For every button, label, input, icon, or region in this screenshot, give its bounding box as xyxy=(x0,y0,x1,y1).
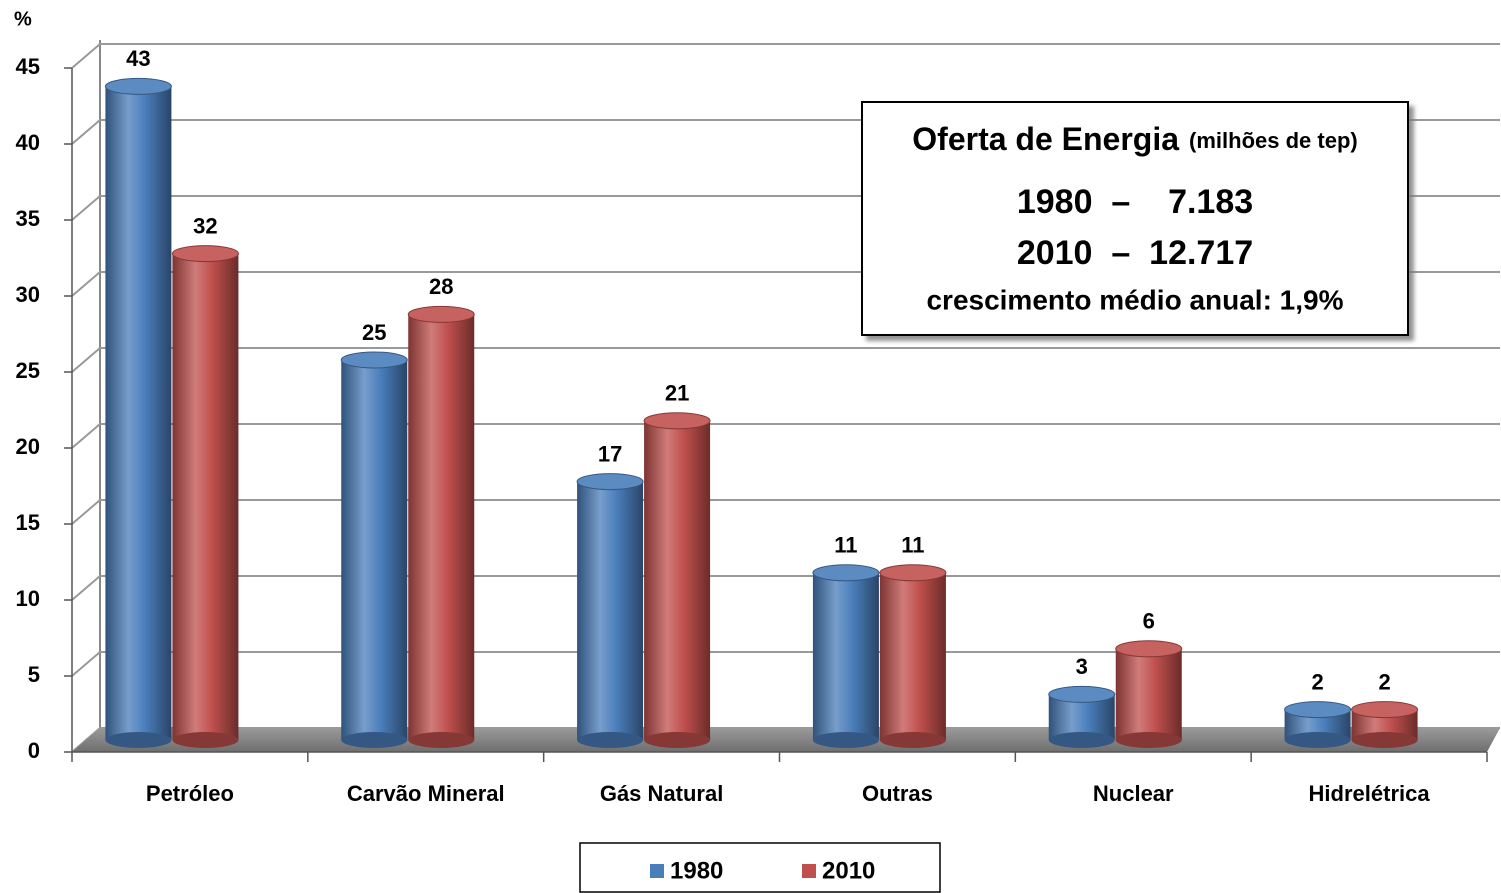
bar xyxy=(408,314,475,740)
legend: 1980 2010 xyxy=(579,842,941,893)
grid-line-side xyxy=(71,499,101,525)
bar xyxy=(105,86,172,740)
bar xyxy=(879,572,946,740)
bar-top-cap xyxy=(340,351,408,369)
bar-group xyxy=(1115,640,1183,748)
y-tick-label: 5 xyxy=(28,662,40,687)
bar-bottom-cap xyxy=(105,732,172,748)
x-tick-label: Hidrelétrica xyxy=(1309,781,1431,806)
bar-bottom-cap xyxy=(172,732,239,748)
grid-line-side xyxy=(71,347,101,373)
bar-top-cap xyxy=(643,412,711,430)
bar-group xyxy=(812,564,880,748)
bar-top-cap xyxy=(1351,701,1419,719)
bar-group xyxy=(1284,701,1352,748)
bar-bottom-cap xyxy=(1115,732,1182,748)
data-label: 43 xyxy=(126,46,150,71)
bar-top-cap xyxy=(576,473,644,491)
bar-top-cap xyxy=(1115,640,1183,658)
bar-group xyxy=(407,305,475,748)
x-tick-label: Carvão Mineral xyxy=(347,781,505,806)
bar-group xyxy=(104,77,172,748)
grid-line-side xyxy=(71,119,101,145)
y-tick-label: 0 xyxy=(28,738,40,763)
grid-line-side xyxy=(71,575,101,601)
annotation: Oferta de Energia (milhões de tep) 1980 – … xyxy=(861,101,1409,336)
bar-top-cap xyxy=(879,564,947,582)
bar xyxy=(172,253,239,740)
bar-group xyxy=(1048,685,1116,748)
y-tick-label: 45 xyxy=(16,54,40,79)
grid-line-side xyxy=(71,43,101,69)
bar-group xyxy=(643,412,711,748)
bar-bottom-cap xyxy=(879,732,946,748)
x-tick-label: Petróleo xyxy=(146,781,234,806)
bar-top-cap xyxy=(1284,701,1352,719)
annotation-subtitle: (milhões de tep) xyxy=(1189,128,1358,153)
annotation-line: crescimento médio anual: 1,9% xyxy=(926,284,1343,315)
grid-line-side xyxy=(71,651,101,677)
legend-swatch xyxy=(802,864,816,878)
grid-line-side xyxy=(71,195,101,221)
bar-group xyxy=(171,245,239,748)
data-label: 11 xyxy=(834,533,857,558)
legend-swatch xyxy=(650,864,664,878)
bar-group xyxy=(340,351,408,748)
data-label: 2 xyxy=(1311,669,1323,694)
y-tick-label: 30 xyxy=(16,282,40,307)
data-label: 3 xyxy=(1076,654,1088,679)
x-tick-label: Outras xyxy=(862,781,933,806)
x-tick-label: Nuclear xyxy=(1093,781,1174,806)
y-tick-label: 15 xyxy=(16,510,40,535)
bar-group xyxy=(879,564,947,748)
annotation-title: Oferta de Energia (milhões de tep) xyxy=(912,121,1357,157)
y-tick-label: 25 xyxy=(16,358,40,383)
bar-top-cap xyxy=(407,305,475,323)
y-tick-label: 40 xyxy=(16,130,40,155)
data-label: 28 xyxy=(429,274,453,299)
bar-top-cap xyxy=(171,245,239,263)
bar-bottom-cap xyxy=(812,732,879,748)
y-tick-label: 20 xyxy=(16,434,40,459)
bar-top-cap xyxy=(104,77,172,95)
data-label: 25 xyxy=(362,320,386,345)
bar-bottom-cap xyxy=(1048,732,1115,748)
legend-label: 1980 xyxy=(670,857,723,884)
data-label: 6 xyxy=(1143,609,1155,634)
bar xyxy=(341,360,408,740)
bar-bottom-cap xyxy=(408,732,475,748)
data-label: 11 xyxy=(901,533,924,558)
bar-bottom-cap xyxy=(341,732,408,748)
x-tick-label: Gás Natural xyxy=(600,781,724,806)
annotation-line: 2010 – 12.717 xyxy=(1017,234,1253,272)
y-axis-label: % xyxy=(14,8,32,30)
legend-label: 2010 xyxy=(822,857,875,884)
y-tick-label: 35 xyxy=(16,206,40,231)
bar xyxy=(812,572,879,740)
data-label: 32 xyxy=(193,213,217,238)
bar-bottom-cap xyxy=(1351,732,1418,748)
bar xyxy=(1115,648,1182,740)
y-tick-label: 10 xyxy=(16,586,40,611)
bar xyxy=(644,420,711,740)
data-label: 2 xyxy=(1378,669,1390,694)
bar-top-cap xyxy=(812,564,880,582)
annotation-line: 1980 – 7.183 xyxy=(1017,183,1253,221)
bar-bottom-cap xyxy=(644,732,711,748)
bar-group xyxy=(1351,701,1419,748)
grid-line-side xyxy=(71,423,101,449)
bar xyxy=(577,481,644,740)
annotation-title-main: Oferta de Energia xyxy=(912,121,1179,157)
bar-bottom-cap xyxy=(1284,732,1351,748)
grid-line-side xyxy=(71,271,101,297)
annotation-box xyxy=(861,101,1409,336)
data-label: 21 xyxy=(665,381,689,406)
bar-group xyxy=(576,473,644,748)
data-label: 17 xyxy=(598,441,622,466)
bar-bottom-cap xyxy=(577,732,644,748)
bar-top-cap xyxy=(1048,685,1116,703)
legend-box xyxy=(579,842,941,893)
